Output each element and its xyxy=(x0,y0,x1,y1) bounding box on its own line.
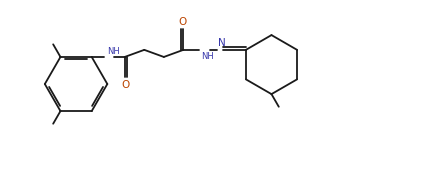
Text: N: N xyxy=(218,38,226,48)
Text: O: O xyxy=(121,80,130,90)
Text: O: O xyxy=(178,17,187,27)
Text: NH: NH xyxy=(201,52,214,61)
Text: NH: NH xyxy=(107,47,119,56)
